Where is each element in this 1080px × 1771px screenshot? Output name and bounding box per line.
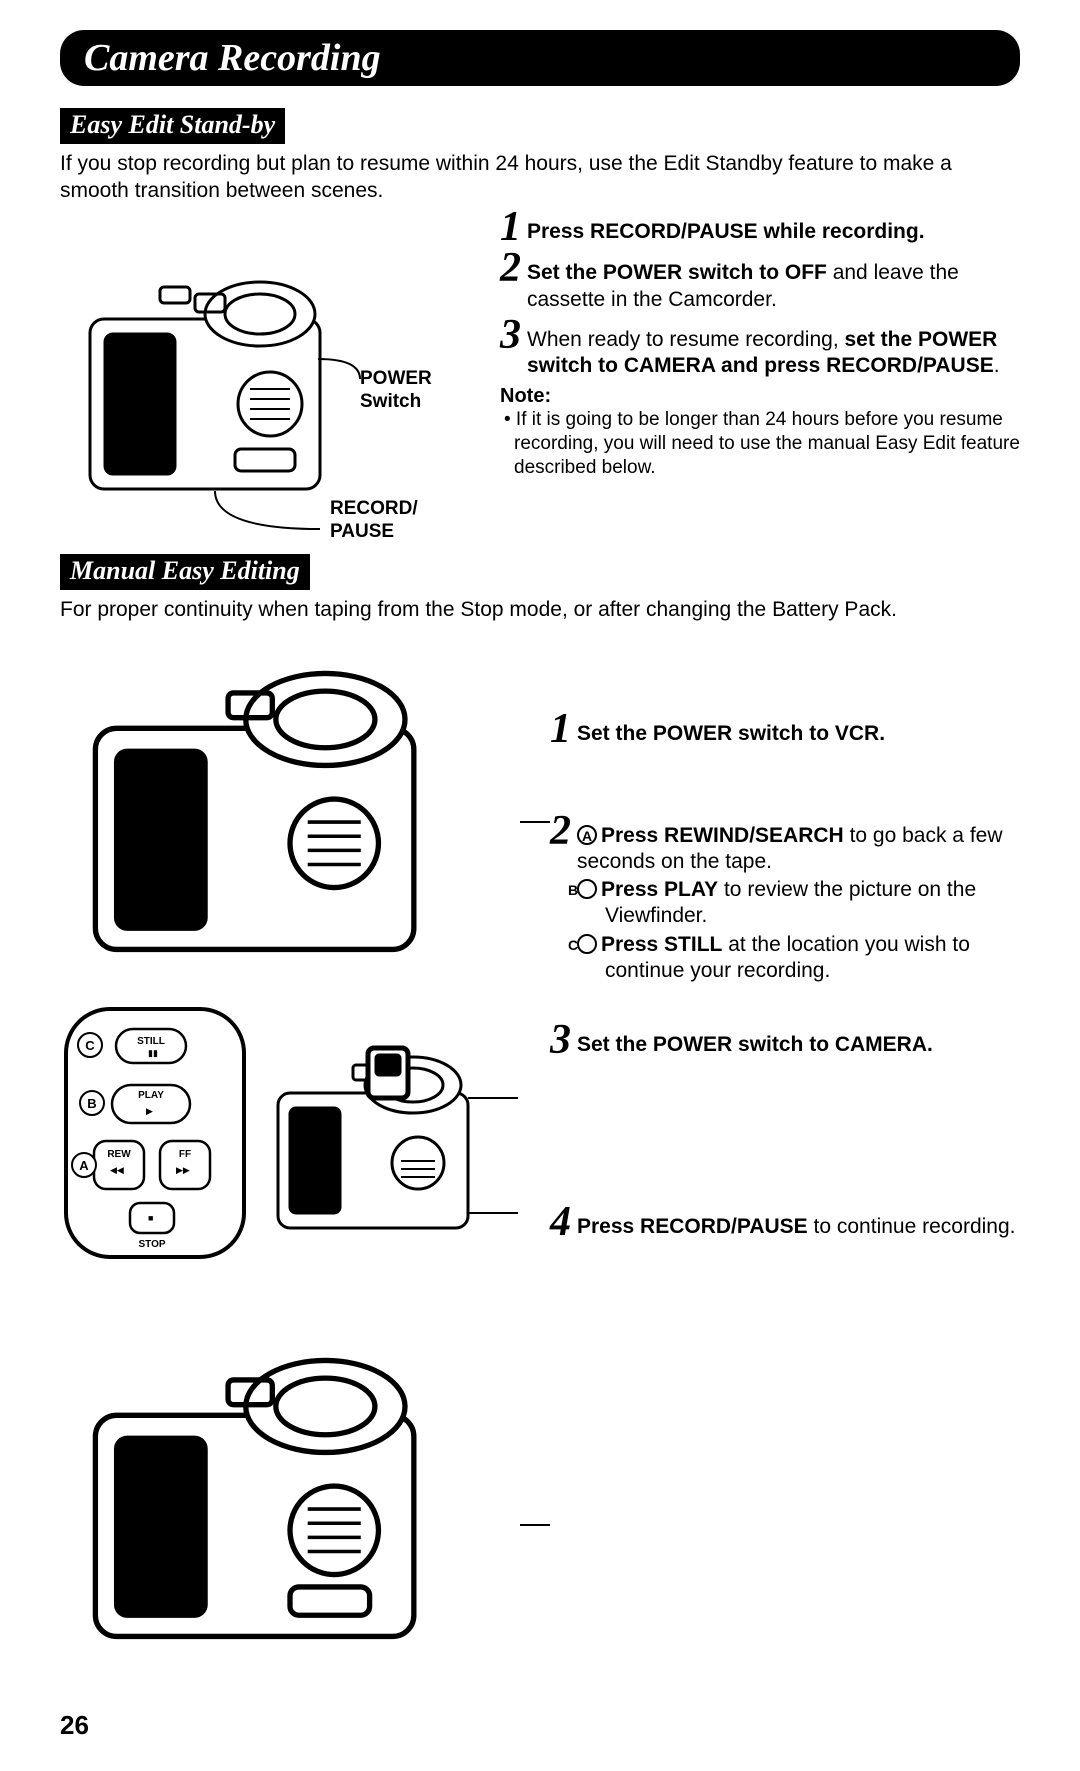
sub-c-icon: C: [577, 934, 597, 954]
svg-text:Switch: Switch: [360, 391, 421, 412]
section1-intro: If you stop recording but plan to resume…: [60, 150, 1020, 205]
s2-step2-number: 2: [550, 813, 571, 851]
s2-step4-number: 4: [550, 1204, 571, 1242]
svg-text:PLAY: PLAY: [138, 1090, 164, 1101]
remote-control-illustration: STILL PLAY REW FF STOP ▮▮ ▶ ◀◀ ▶▶ ■: [60, 1003, 250, 1263]
section1-heading: Easy Edit Stand-by: [60, 108, 285, 144]
camcorder-illustration-4: [60, 1318, 520, 1672]
s2-step1-number: 1: [550, 711, 571, 749]
section2-steps: 1 Set the POWER switch to VCR. 2 APress …: [550, 631, 1020, 1690]
svg-text:A: A: [79, 1158, 89, 1173]
note-body: • If it is going to be longer than 24 ho…: [500, 408, 1020, 479]
svg-text:PAUSE: PAUSE: [330, 521, 394, 539]
section1-steps: 1 Press RECORD/PAUSE while recording. 2 …: [500, 209, 1020, 544]
svg-text:◀◀: ◀◀: [110, 1165, 124, 1175]
section2-intro: For proper continuity when taping from t…: [60, 596, 1020, 623]
svg-text:▮▮: ▮▮: [148, 1048, 158, 1058]
figure-camera-standby: POWER Switch RECORD/ PAUSE: [60, 209, 480, 544]
figure-step2-3: STILL PLAY REW FF STOP ▮▮ ▶ ◀◀ ▶▶ ■: [60, 1003, 520, 1288]
section2-heading: Manual Easy Editing: [60, 554, 310, 590]
svg-text:■: ■: [148, 1213, 153, 1223]
figure-step4: [60, 1318, 520, 1672]
svg-text:B: B: [87, 1096, 96, 1111]
s2-step3-number: 3: [550, 1022, 571, 1060]
camcorder-illustration-2: [60, 631, 520, 985]
step1-number: 1: [500, 209, 521, 247]
label-record-pause: RECORD/: [330, 498, 418, 519]
page-title: Camera Recording: [60, 30, 1020, 86]
sub-b-icon: B: [577, 879, 597, 899]
sub-a-icon: A: [577, 825, 597, 845]
figure-step1: [60, 631, 520, 985]
svg-text:STILL: STILL: [137, 1036, 165, 1047]
camcorder-illustration-3: [258, 1003, 518, 1283]
camcorder-illustration: POWER Switch RECORD/ PAUSE: [60, 239, 480, 539]
svg-text:REW: REW: [107, 1149, 131, 1160]
svg-text:▶: ▶: [146, 1106, 153, 1116]
svg-text:C: C: [85, 1038, 95, 1053]
svg-text:FF: FF: [179, 1149, 191, 1160]
svg-text:▶▶: ▶▶: [176, 1165, 190, 1175]
step2-number: 2: [500, 250, 521, 288]
svg-text:STOP: STOP: [138, 1239, 165, 1250]
page-number: 26: [60, 1710, 1020, 1741]
note-heading: Note:: [500, 385, 1020, 408]
step3-number: 3: [500, 317, 521, 355]
label-power-switch: POWER: [360, 368, 432, 389]
